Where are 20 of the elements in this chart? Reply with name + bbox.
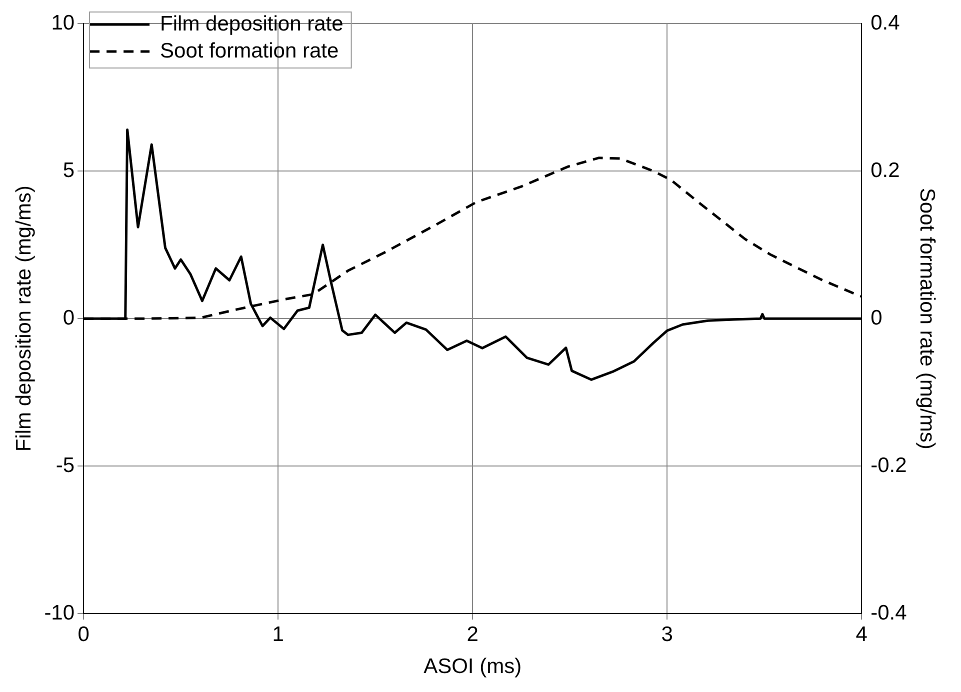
- x-tick-label: 1: [272, 622, 284, 646]
- y2-tick-label: 0.4: [870, 11, 900, 34]
- y-tick-label: -10: [44, 601, 75, 624]
- legend-label: Soot formation rate: [160, 39, 339, 62]
- y-tick-label: 10: [51, 11, 75, 34]
- y-tick-label: 5: [62, 158, 75, 182]
- x-tick-label: 4: [856, 622, 868, 646]
- y-axis-title: Film deposition rate (mg/ms): [12, 186, 36, 452]
- y-tick-label: 0: [62, 306, 75, 330]
- y-tick-label: -5: [56, 454, 75, 477]
- y2-tick-label: -0.2: [870, 454, 907, 477]
- y2-tick-label: 0.2: [870, 158, 900, 182]
- x-tick-label: 2: [466, 622, 478, 646]
- x-axis-title: ASOI (ms): [424, 655, 522, 678]
- legend-label: Film deposition rate: [160, 12, 344, 36]
- x-tick-label: 3: [661, 622, 673, 646]
- y2-tick-label: -0.4: [870, 601, 908, 624]
- y2-tick-label: 0: [870, 306, 882, 330]
- y2-axis-title: Soot formation rate (mg/ms): [916, 188, 939, 450]
- x-tick-label: 0: [78, 622, 90, 646]
